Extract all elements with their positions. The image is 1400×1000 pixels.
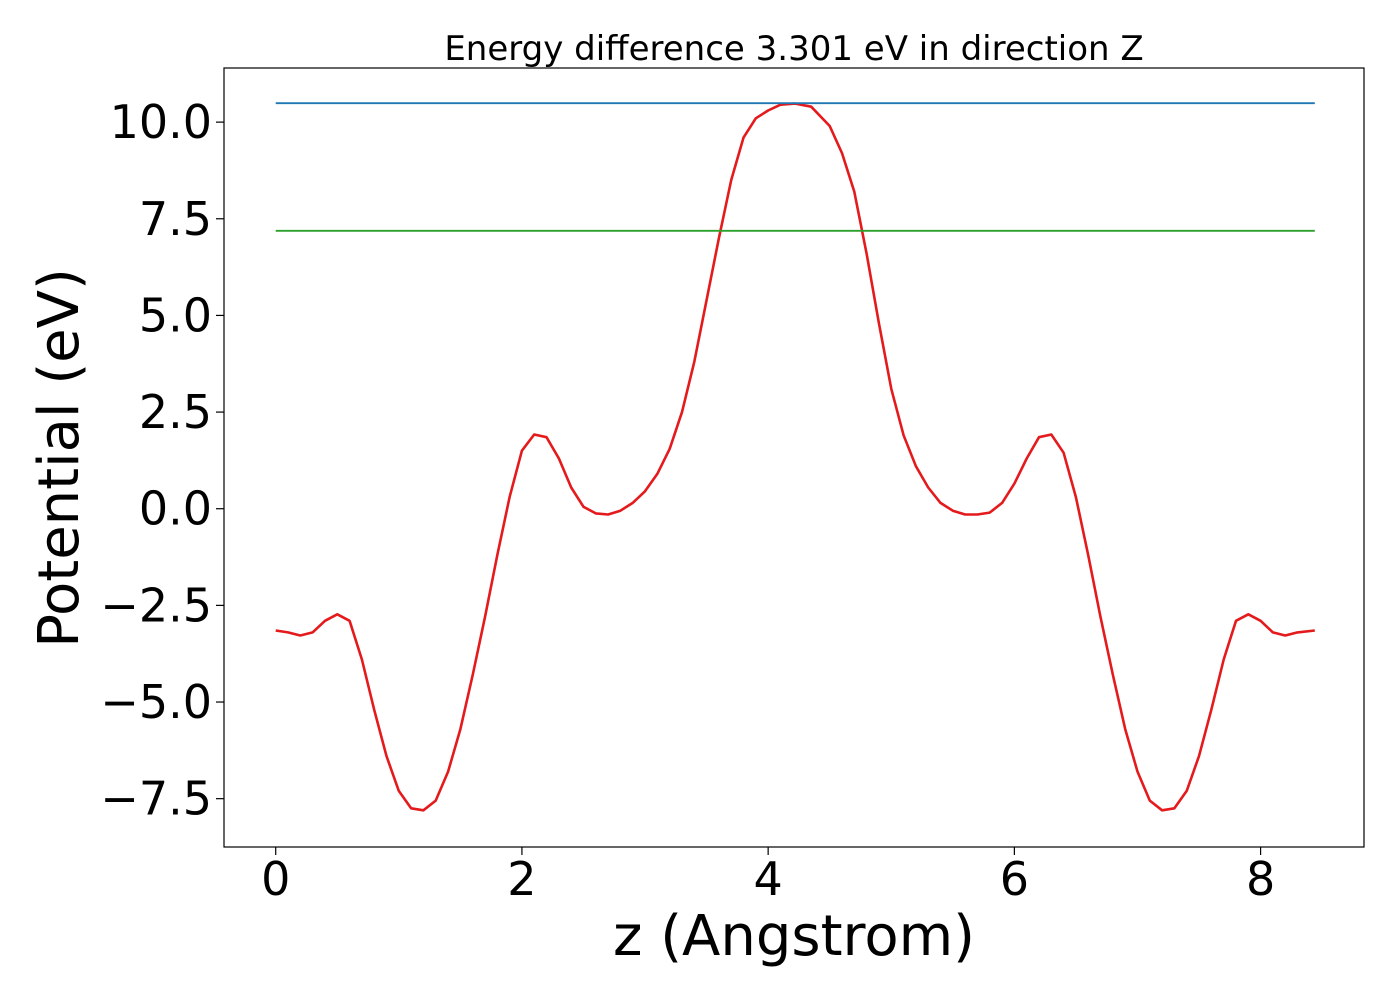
y-tick-label: −7.5: [100, 772, 212, 826]
y-axis-ticks: −7.5 −5.0 −2.5 0.0 2.5 5.0 7.5 10.0: [100, 95, 224, 826]
series-line-0: [275, 102, 1315, 812]
x-axis-ticks: 0 2 4 6 8: [261, 847, 1275, 906]
x-tick-label: 0: [261, 852, 290, 906]
x-axis-label: z (Angstrom): [613, 904, 975, 969]
y-tick-label: −5.0: [100, 675, 212, 729]
x-tick-label: 6: [1000, 852, 1029, 906]
y-tick-label: 10.0: [110, 95, 212, 149]
x-tick-label: 4: [754, 852, 783, 906]
y-tick-label: 2.5: [139, 385, 212, 439]
chart-title: Energy difference 3.301 eV in direction …: [444, 29, 1143, 69]
x-tick-label: 2: [507, 852, 536, 906]
y-axis-label: Potential (eV): [27, 268, 92, 648]
x-tick-label: 8: [1246, 852, 1275, 906]
y-tick-label: 5.0: [139, 288, 212, 342]
series-layer: [275, 102, 1315, 812]
y-tick-label: −2.5: [100, 578, 212, 632]
plot-frame: [223, 67, 1365, 848]
y-tick-label: 0.0: [139, 482, 212, 536]
y-tick-label: 7.5: [139, 192, 212, 246]
